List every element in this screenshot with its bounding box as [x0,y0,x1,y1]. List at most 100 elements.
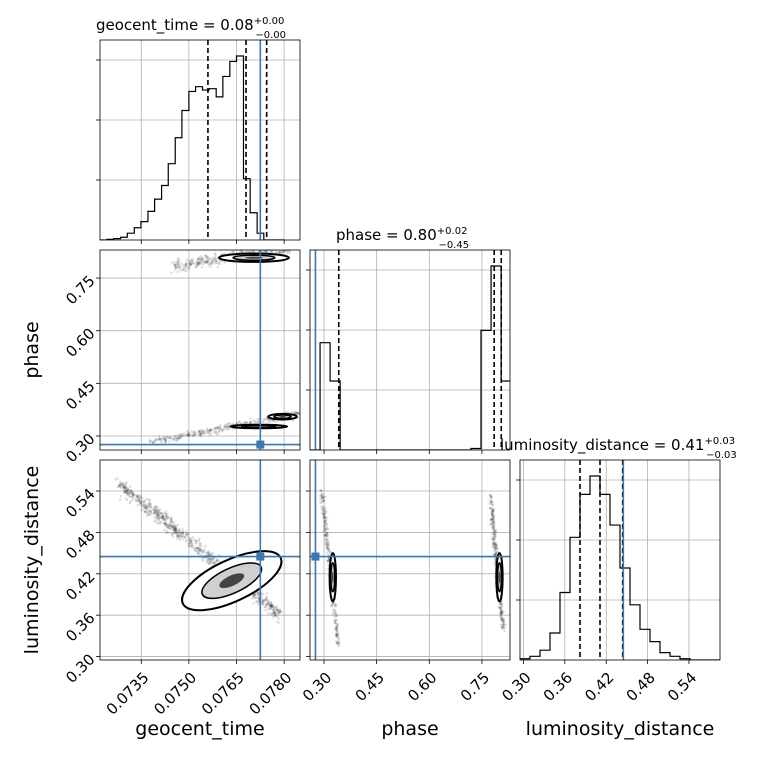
sample-point [253,593,256,596]
sample-point [148,509,152,513]
sample-point [175,530,179,533]
sample-point [189,540,193,544]
sample-point [269,601,273,604]
sample-point [209,428,213,432]
sample-point [491,525,494,528]
sample-point [175,439,179,443]
sample-point [156,511,160,515]
sample-point [498,615,502,618]
sample-point [334,633,338,637]
sample-point [160,437,163,441]
sample-point [491,513,494,517]
sample-point [121,485,125,489]
sample-point [156,513,160,516]
sample-point [185,262,188,265]
sample-point [196,263,200,267]
sample-point [131,498,135,502]
sample-point [494,547,498,550]
sample-point [124,489,127,492]
sample-point [335,603,338,607]
sample-point [327,544,331,548]
sample-point [178,531,182,535]
sample-point [295,411,299,415]
sample-point [286,410,289,414]
sample-point [278,246,281,249]
sample-point [334,640,338,643]
sample-point [123,486,126,489]
sample-point [318,494,322,498]
sample-point [205,559,209,562]
sample-point [173,526,177,529]
sample-point [494,532,497,535]
sample-point [208,428,212,432]
sample-point [203,259,207,263]
sample-point [171,524,174,528]
sample-point [160,439,163,442]
sample-point [208,261,212,264]
sample-point [326,544,329,548]
sample-point [214,559,218,563]
sample-point [203,545,207,548]
sample-point [324,530,327,533]
sample-point [492,529,496,532]
sample-point [325,546,328,550]
sample-point [492,537,496,541]
sample-point [335,628,338,632]
panel-title: luminosity_distance = 0.41+0.03 [500,436,735,455]
sample-point [198,548,202,552]
sample-point [488,506,492,510]
sample-point [334,627,337,631]
sample-point [186,429,189,433]
sample-point [490,518,493,521]
sample-point [144,506,147,509]
sample-point [217,553,221,557]
sample-point [491,524,495,527]
sample-point [205,560,209,564]
sample-point [491,521,495,525]
sample-point [270,245,273,248]
sample-point [165,525,169,529]
sample-point [335,641,339,644]
sample-point [179,436,182,439]
sample-point [499,611,503,614]
sample-point [149,505,153,509]
sample-point [212,258,215,262]
sample-point [164,518,167,521]
sample-point [151,441,154,444]
sample-point [207,550,210,553]
sample-point [287,250,291,253]
sample-point [269,606,273,609]
sample-point [323,506,326,509]
sample-point [143,510,146,513]
sample-point [335,625,339,628]
sample-point [499,617,503,621]
sample-point [319,501,322,505]
sample-point [179,434,183,438]
sample-point [320,511,324,515]
sample-point [158,437,161,441]
sample-point [263,605,267,609]
sample-point [188,266,191,270]
sample-point [161,437,165,440]
sample-point [499,611,503,615]
sample-point [185,258,189,262]
sample-point [200,258,203,262]
sample-point [160,441,163,444]
sample-point [157,517,161,521]
sample-point [174,525,177,529]
sample-point [490,516,494,519]
sample-point [490,512,494,516]
sample-point [123,484,126,488]
sample-point [214,426,218,430]
sample-point [321,516,325,520]
sample-point [257,590,261,594]
sample-point [495,546,499,549]
sample-point [491,509,495,513]
sample-point [231,250,234,253]
sample-point [273,247,276,250]
sample-point [164,438,168,442]
sample-point [321,497,324,500]
sample-point [158,436,161,440]
sample-point [265,603,269,607]
sample-point [212,563,215,566]
